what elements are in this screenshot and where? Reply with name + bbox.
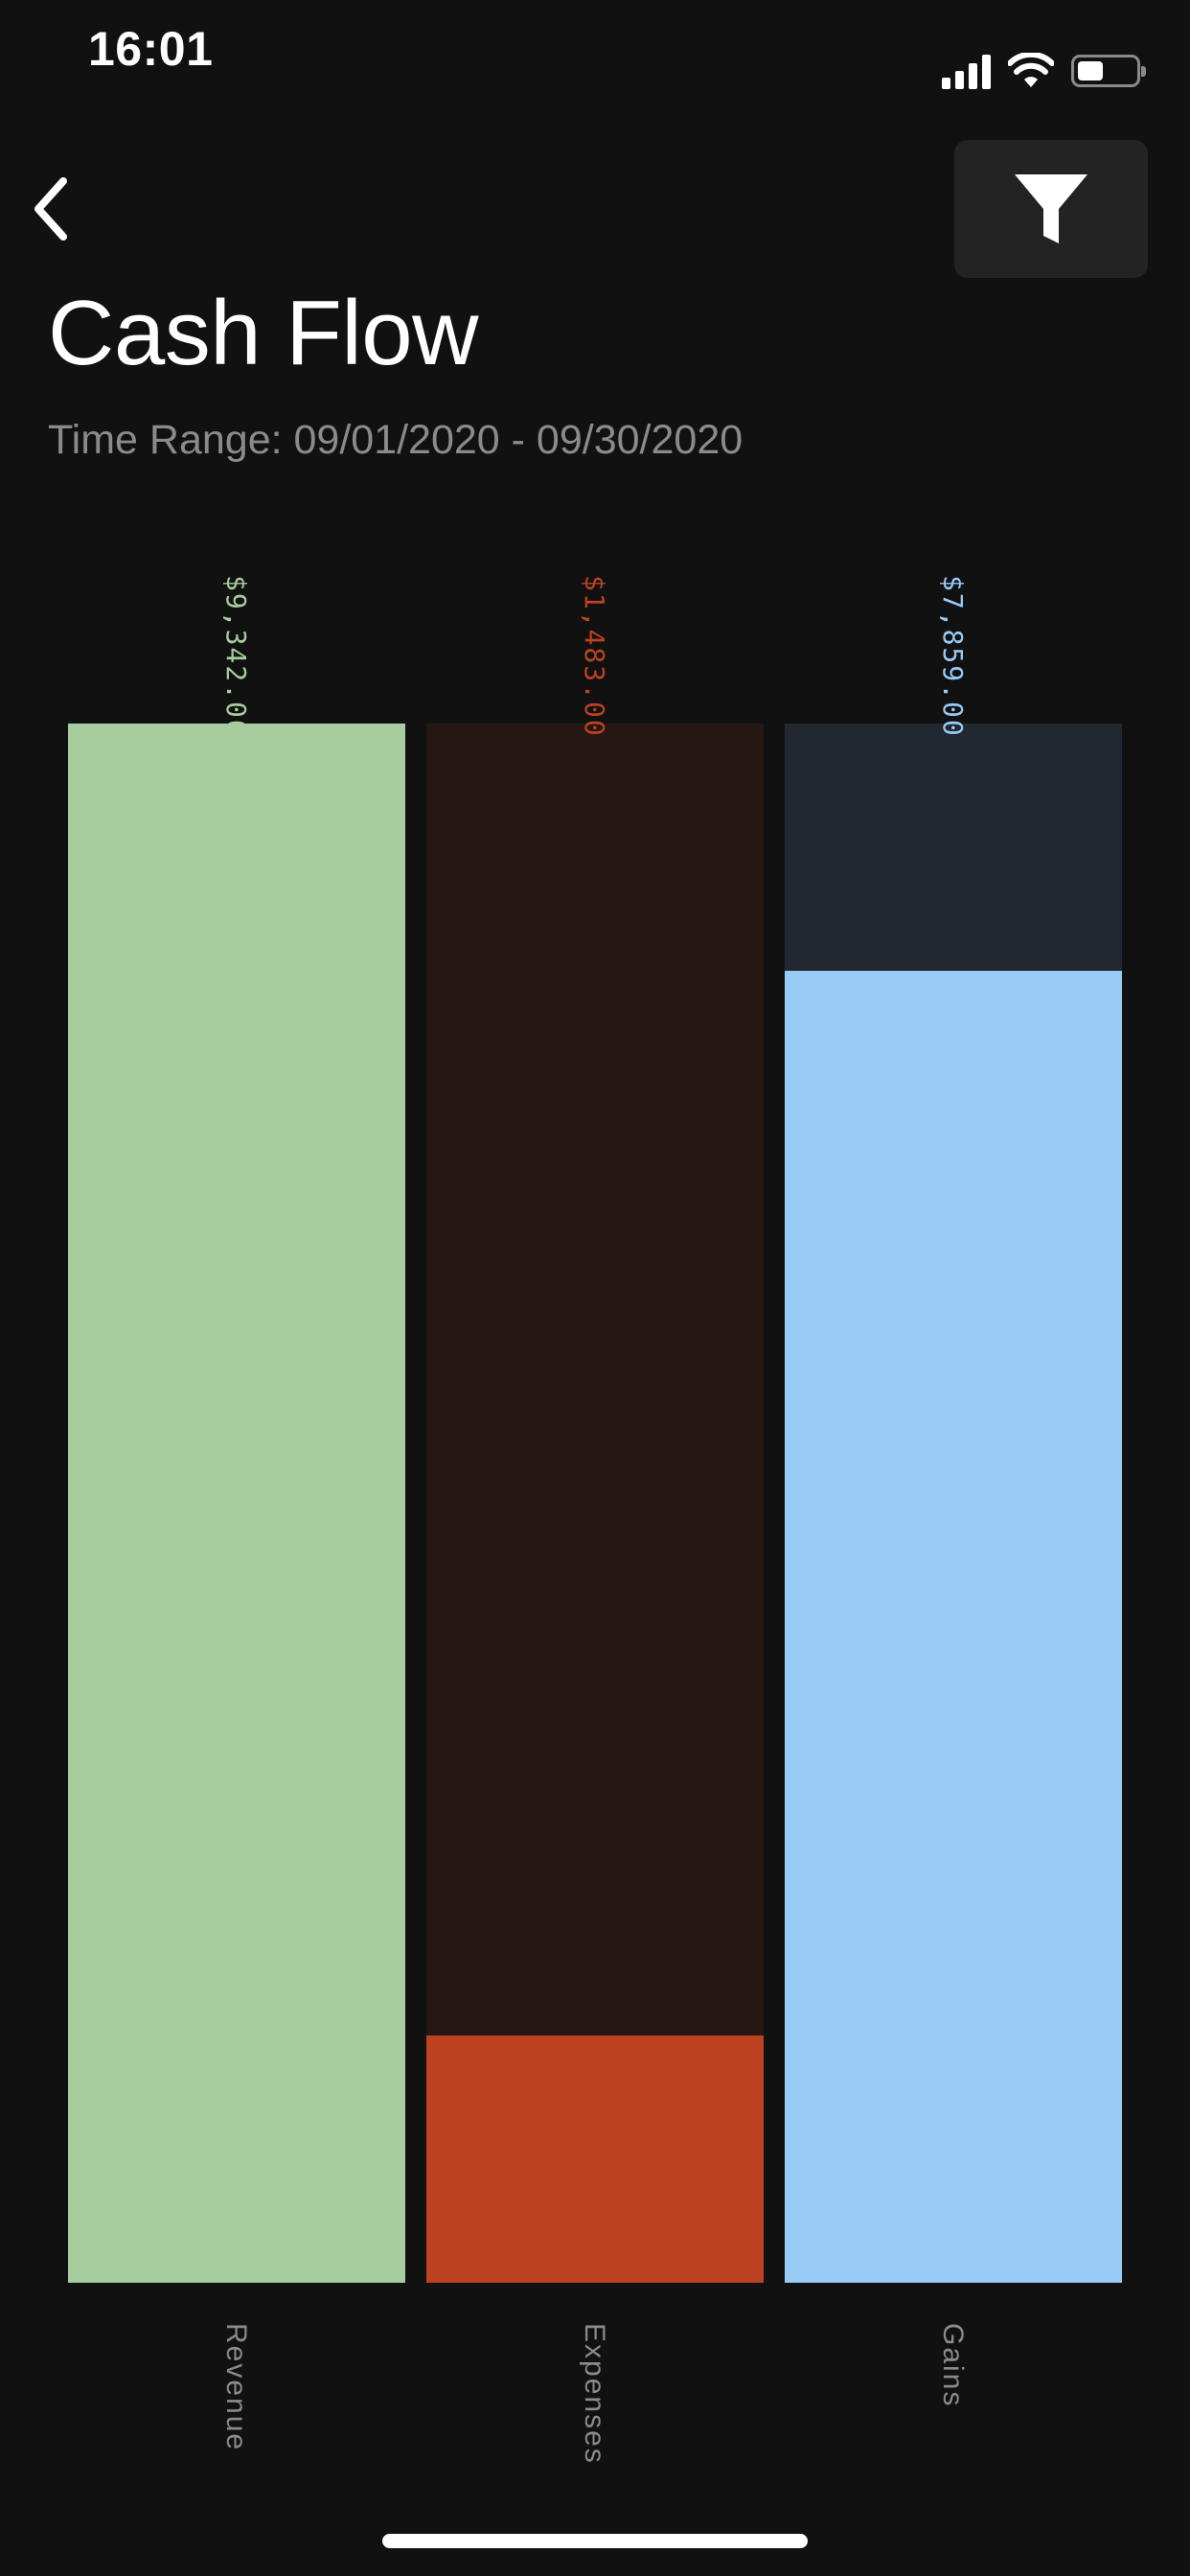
status-time: 16:01 xyxy=(88,22,214,76)
filter-button[interactable] xyxy=(954,140,1148,278)
value-label-expenses: $1,483.00 xyxy=(579,575,610,738)
value-label-gains: $7,859.00 xyxy=(937,575,969,738)
page-title: Cash Flow xyxy=(48,282,478,384)
value-label-revenue: $9,342.00 xyxy=(220,575,252,724)
bar-expenses[interactable] xyxy=(426,2036,764,2283)
category-label-expenses: Expenses xyxy=(579,2323,610,2465)
chevron-left-icon xyxy=(34,177,67,241)
filter-funnel-icon xyxy=(1015,174,1087,243)
wifi-icon xyxy=(1008,53,1054,87)
battery-level xyxy=(1078,61,1103,80)
category-label-gains: Gains xyxy=(937,2323,969,2408)
category-label-revenue: Revenue xyxy=(220,2323,252,2452)
bar-revenue[interactable] xyxy=(68,724,405,2283)
time-range-label: Time Range: 09/01/2020 - 09/30/2020 xyxy=(48,417,744,463)
back-button[interactable] xyxy=(21,171,79,247)
bar-gains[interactable] xyxy=(785,971,1122,2283)
home-indicator xyxy=(382,2534,808,2548)
cellular-signal-icon xyxy=(942,53,991,89)
status-icons xyxy=(942,50,1146,92)
battery-icon xyxy=(1071,55,1146,87)
